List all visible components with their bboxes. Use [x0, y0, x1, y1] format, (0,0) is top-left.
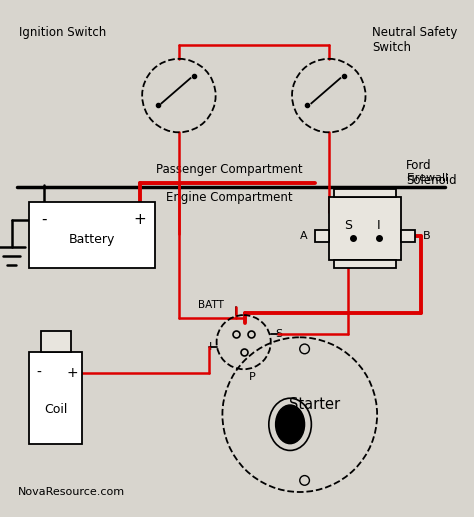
- Text: -: -: [36, 366, 41, 380]
- Text: +: +: [67, 366, 78, 380]
- Text: I: I: [377, 219, 381, 232]
- Text: Neutral Safety
Switch: Neutral Safety Switch: [372, 26, 458, 54]
- Bar: [29, 352, 82, 444]
- Text: -: -: [41, 212, 46, 227]
- Bar: [329, 197, 401, 260]
- Text: A: A: [300, 231, 308, 241]
- Text: S: S: [344, 219, 352, 232]
- Text: Battery: Battery: [69, 233, 115, 246]
- Text: +: +: [134, 212, 146, 227]
- Text: S: S: [275, 329, 283, 339]
- Text: NovaResource.com: NovaResource.com: [18, 487, 125, 497]
- Text: BATT: BATT: [199, 300, 224, 310]
- Text: Ford
Solenoid: Ford Solenoid: [406, 159, 457, 188]
- Bar: [29, 202, 155, 268]
- Bar: [41, 330, 71, 352]
- Text: P: P: [248, 372, 255, 382]
- Text: Ignition Switch: Ignition Switch: [19, 26, 107, 39]
- Text: Firewall: Firewall: [406, 173, 449, 183]
- Text: Coil: Coil: [44, 403, 67, 416]
- Bar: [315, 231, 329, 242]
- Text: Starter: Starter: [289, 398, 340, 413]
- Bar: [334, 189, 396, 197]
- Text: B: B: [422, 231, 430, 241]
- Text: Passenger Compartment: Passenger Compartment: [156, 163, 302, 176]
- Bar: [401, 231, 415, 242]
- Text: I: I: [209, 342, 212, 352]
- Bar: [334, 260, 396, 268]
- Ellipse shape: [275, 405, 305, 444]
- Text: Engine Compartment: Engine Compartment: [166, 191, 292, 204]
